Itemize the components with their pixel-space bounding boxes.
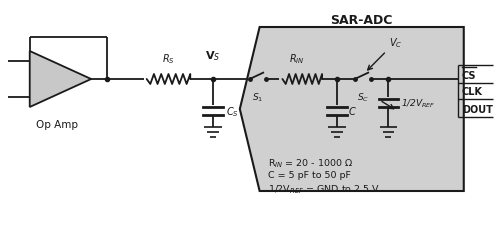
Text: S$_C$: S$_C$: [356, 91, 369, 103]
Text: C = 5 pF to 50 pF: C = 5 pF to 50 pF: [268, 170, 350, 179]
Text: S$_1$: S$_1$: [252, 91, 263, 103]
Text: 1/2V$_{REF}$: 1/2V$_{REF}$: [402, 97, 436, 110]
Text: DOUT: DOUT: [462, 105, 492, 114]
Text: C: C: [349, 106, 356, 116]
Text: V$_C$: V$_C$: [390, 36, 403, 50]
Text: CS: CS: [462, 71, 476, 81]
Text: R$_{IN}$ = 20 - 1000 Ω: R$_{IN}$ = 20 - 1000 Ω: [268, 157, 353, 170]
Text: V$_S$: V$_S$: [206, 49, 220, 63]
Text: R$_{IN}$: R$_{IN}$: [290, 52, 305, 66]
Text: SAR-ADC: SAR-ADC: [330, 14, 393, 27]
Text: 1/2V$_{REF}$ = GND to 2.5 V: 1/2V$_{REF}$ = GND to 2.5 V: [268, 183, 380, 196]
Text: R$_S$: R$_S$: [162, 52, 175, 66]
Polygon shape: [240, 28, 464, 191]
Text: C$_S$: C$_S$: [226, 105, 239, 118]
Polygon shape: [30, 52, 91, 108]
Text: Op Amp: Op Amp: [36, 119, 78, 129]
Text: CLK: CLK: [462, 87, 483, 96]
